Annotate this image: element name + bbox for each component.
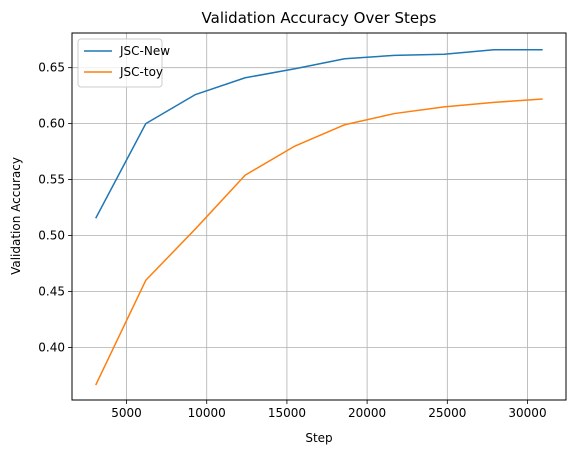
series-lines [95, 49, 543, 386]
chart-title: Validation Accuracy Over Steps [202, 9, 437, 27]
y-tick-label: 0.65 [38, 61, 65, 75]
x-tick-label: 10000 [188, 406, 226, 420]
y-tick-label: 0.40 [38, 340, 65, 354]
series-line-jsc-new [95, 49, 543, 219]
axis-ticks: 5000 10000 15000 20000 25000 30000 0.40 0.45 0.5… [38, 61, 546, 420]
legend-label-jsc-new: JSC-New [119, 44, 170, 58]
x-tick-label: 25000 [428, 406, 466, 420]
y-tick-label: 0.60 [38, 117, 65, 131]
y-tick-label: 0.55 [38, 173, 65, 187]
legend-label-jsc-toy: JSC-toy [119, 65, 163, 79]
plot-frame [71, 32, 567, 401]
y-tick-label: 0.50 [38, 229, 65, 243]
x-tick-label: 20000 [348, 406, 386, 420]
x-tick-label: 5000 [111, 406, 142, 420]
x-axis-label: Step [305, 431, 332, 445]
x-tick-label: 15000 [268, 406, 306, 420]
y-tick-label: 0.45 [38, 284, 65, 298]
legend: JSC-New JSC-toy [77, 38, 170, 88]
series-line-jsc-toy [95, 98, 543, 386]
x-tick-label: 30000 [508, 406, 546, 420]
y-axis-label: Validation Accuracy [9, 157, 23, 275]
